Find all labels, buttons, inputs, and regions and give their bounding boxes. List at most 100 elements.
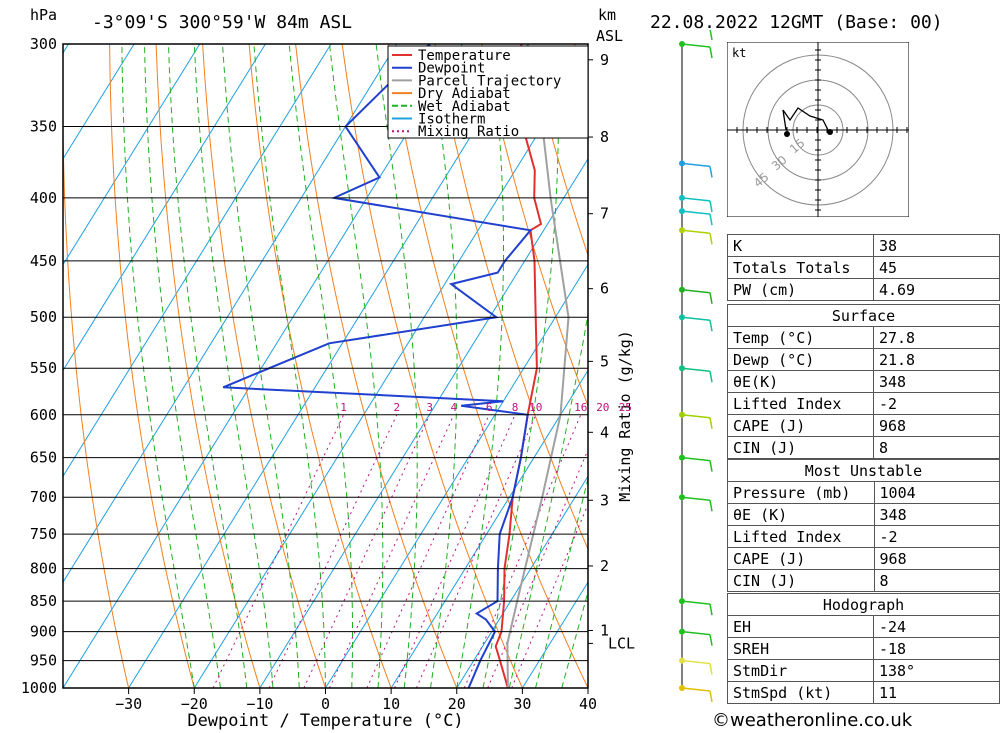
hodograph-trace (782, 107, 829, 131)
plot-frame (62, 43, 589, 689)
mixing-ratio-value-label: 25 (619, 401, 632, 414)
isotherm-line (128, 44, 529, 688)
mu-value: 1004 (873, 481, 1000, 504)
x-axis-label: Dewpoint / Temperature (°C) (187, 711, 463, 731)
surface-title: Surface (727, 304, 1000, 327)
isotherm-line (325, 263, 588, 688)
mixing-ratio-value-label: 16 (574, 401, 587, 414)
mixing-ratio-line (511, 503, 588, 688)
wind-barb (681, 600, 711, 605)
surface-label: Temp (°C) (727, 326, 874, 349)
mixing-ratio-value-label: 4 (451, 401, 458, 414)
index-value: 38 (872, 234, 1000, 257)
wind-barb-feather (709, 213, 713, 226)
wind-barb-column (679, 30, 713, 703)
pressure-unit-label: hPa (30, 6, 58, 24)
hodograph-table: Hodograph EH -24 SREH -18 StmDir 138° StmSp… (727, 593, 1000, 704)
index-label: PW (cm) (727, 278, 874, 301)
wet-adiabat-line (222, 44, 300, 688)
isotherm-line (63, 44, 398, 584)
mu-value: -2 (873, 525, 1000, 548)
isotherm-line (193, 51, 588, 688)
mixing-ratio-value-label: 8 (512, 401, 519, 414)
skewt-chart: 3003504004505005506006507007508008509009… (21, 35, 635, 731)
pressure-tick-label: 700 (30, 488, 57, 506)
pressure-tick-label: 900 (30, 623, 57, 641)
pressure-tick-label: 750 (30, 525, 57, 543)
pressure-tick-label: 500 (30, 308, 57, 326)
wet-adiabat-line (329, 44, 384, 688)
temp-tick-label: 0 (321, 695, 330, 713)
mu-value: 968 (873, 547, 1000, 570)
km-tick-label: 5 (600, 352, 609, 370)
isotherm-line (63, 44, 135, 160)
hodograph-storm-point (827, 129, 833, 135)
surface-row: Temp (°C) 27.8 (727, 326, 1000, 349)
wind-barb-feather (709, 417, 713, 429)
surface-row: Lifted Index -2 (727, 392, 1000, 415)
mixing-ratio-line (394, 414, 516, 688)
surface-value: 21.8 (872, 348, 1000, 371)
wind-barb-feather (709, 500, 713, 512)
wind-barb-feather (709, 371, 713, 383)
mixing-ratio-value-label: 6 (486, 401, 493, 414)
wind-barb (681, 162, 711, 168)
index-label: Totals Totals (727, 256, 874, 279)
wind-barb-feather (709, 460, 713, 472)
legend-entry: Isotherm (418, 112, 485, 128)
mixing-ratio-value-label: 20 (596, 401, 609, 414)
hodo-label: SREH (727, 637, 874, 660)
surface-label: Lifted Index (727, 392, 874, 415)
mixing-ratio-line (463, 414, 582, 688)
surface-label: CIN (J) (727, 436, 874, 459)
pressure-tick-label: 350 (30, 117, 57, 135)
wet-adiabat-line (168, 44, 248, 688)
surface-value: 27.8 (872, 326, 1000, 349)
hodo-value: 138° (872, 659, 1000, 682)
profile-line-dewpoint (222, 44, 533, 688)
temp-tick-label: −20 (181, 695, 208, 713)
wind-barb-feather (709, 320, 713, 332)
mu-row: Pressure (mb) 1004 (727, 481, 1000, 504)
footer-credit[interactable]: ©weatheronline.co.uk (712, 710, 913, 731)
surface-value: 968 (872, 414, 1000, 437)
index-row: K 38 (727, 234, 1000, 257)
pressure-tick-label: 550 (30, 359, 57, 377)
mu-label: θE (K) (727, 503, 875, 526)
mixing-ratio-line (415, 414, 537, 688)
wind-barb-feather (709, 233, 713, 245)
mixing-ratio-line (366, 414, 490, 688)
temp-tick-label: 40 (579, 695, 597, 713)
mu-label: Pressure (mb) (727, 481, 875, 504)
wind-barb (681, 687, 711, 692)
hodo-label: StmSpd (kt) (727, 681, 874, 704)
mixing-ratio-value-label: 1 (340, 401, 347, 414)
wind-barb-feather (709, 634, 713, 646)
mu-row: Lifted Index -2 (727, 525, 1000, 548)
surface-row: θE(K) 348 (727, 370, 1000, 393)
surface-value: -2 (872, 392, 1000, 415)
mixing-ratio-value-label: 10 (529, 401, 542, 414)
hodo-value: 11 (872, 681, 1000, 704)
wet-adiabat-line (288, 44, 353, 688)
pressure-tick-label: 800 (30, 560, 57, 578)
dry-adiabat-line (63, 44, 130, 688)
pressure-tick-label: 450 (30, 252, 57, 270)
km-tick-label: 1 (600, 621, 609, 639)
isotherm-line (63, 44, 266, 372)
surface-value: 348 (872, 370, 1000, 393)
pressure-tick-label: 950 (30, 652, 57, 670)
km-tick-label: 6 (600, 280, 609, 298)
wet-adiabat-line (253, 44, 326, 688)
hodo-row: StmDir 138° (727, 659, 1000, 682)
wind-barb-feather (709, 603, 713, 616)
hodo-label: StmDir (727, 659, 874, 682)
hodograph-title: Hodograph (727, 593, 1000, 616)
km-tick-label: 2 (600, 557, 609, 575)
wind-barb-feather (709, 166, 713, 178)
surface-label: θE(K) (727, 370, 874, 393)
index-row: Totals Totals 45 (727, 256, 1000, 279)
wind-barb (681, 414, 711, 419)
mixing-ratio-axis-label: Mixing Ratio (g/kg) (616, 330, 634, 502)
pressure-tick-label: 850 (30, 592, 57, 610)
